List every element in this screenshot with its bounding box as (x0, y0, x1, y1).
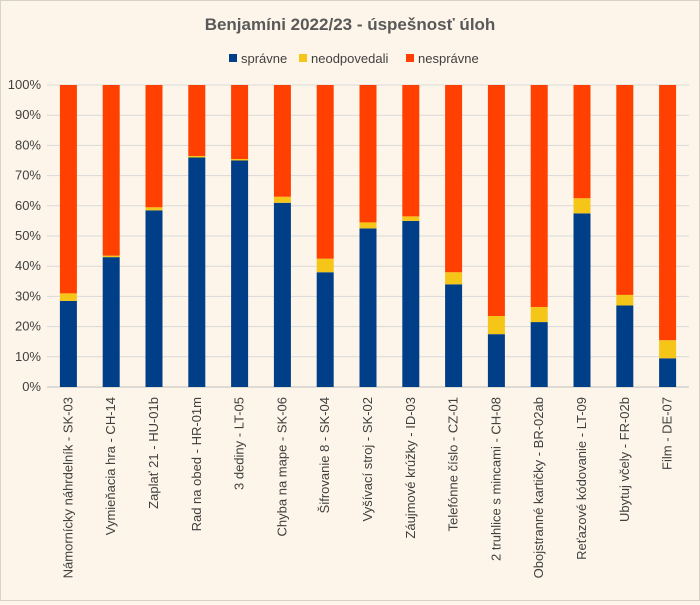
bar-1-3 (188, 155, 206, 158)
y-tick-label: 10% (15, 349, 41, 364)
bar-1-4 (231, 158, 249, 161)
y-tick-label: 20% (15, 319, 41, 334)
bar-0-7 (359, 228, 377, 387)
bar-1-11 (530, 306, 548, 323)
legend: správne neodpovedali nesprávne (229, 51, 479, 66)
y-tick-label: 50% (15, 228, 41, 243)
bar-1-9 (445, 272, 463, 285)
bar-1-12 (573, 198, 591, 214)
y-tick-label: 40% (15, 258, 41, 273)
y-axis-ticks: 0% 10% 20% 30% 40% 50% 60% 70% 80% 90% 100% (8, 77, 42, 394)
x-category-label: Námornícky náhrdelník - SK-03 (60, 397, 75, 578)
y-tick-label: 0% (22, 379, 41, 394)
x-category-label: Zaplať 21 - HU-01b (146, 397, 161, 509)
x-category-label: Film - DE-07 (660, 397, 675, 470)
y-tick-label: 70% (15, 168, 41, 183)
bar-2-5 (273, 85, 291, 197)
bar-1-2 (145, 207, 163, 211)
bar-2-6 (316, 85, 334, 259)
bar-1-1 (102, 255, 120, 258)
x-category-label: Rad na obed - HR-01m (189, 397, 204, 531)
bar-1-14 (659, 340, 677, 359)
bar-1-10 (487, 316, 505, 335)
x-axis-categories: Námornícky náhrdelník - SK-03 Vymieňacia … (60, 397, 674, 578)
y-tick-label: 100% (8, 77, 42, 92)
bar-2-1 (102, 85, 120, 256)
y-tick-label: 60% (15, 198, 41, 213)
legend-swatch-2 (406, 54, 414, 62)
bar-2-4 (231, 85, 249, 159)
bar-0-13 (616, 305, 634, 387)
x-category-label: 2 truhlice s mincami - CH-08 (488, 397, 503, 561)
bar-2-9 (445, 85, 463, 273)
x-category-label: 3 dediny - LT-05 (232, 397, 247, 490)
x-category-label: Vyšívací stroj - SK-02 (360, 397, 375, 522)
bar-0-3 (188, 157, 206, 387)
y-tick-label: 90% (15, 107, 41, 122)
x-category-label: Telefónne číslo - CZ-01 (446, 397, 461, 531)
x-category-label: Záujmové krúžky - ID-03 (403, 397, 418, 539)
bar-2-0 (59, 85, 77, 294)
bar-0-8 (402, 220, 420, 387)
bar-2-13 (616, 85, 634, 295)
bar-1-5 (273, 196, 291, 203)
bar-2-11 (530, 85, 548, 307)
bar-1-0 (59, 293, 77, 301)
y-tick-label: 30% (15, 288, 41, 303)
bar-0-5 (273, 202, 291, 387)
bar-0-1 (102, 257, 120, 387)
x-category-label: Obojstranné kartičky - BR-02ab (531, 397, 546, 578)
legend-label-2: nesprávne (418, 51, 479, 66)
bar-1-8 (402, 216, 420, 221)
bar-2-12 (573, 85, 591, 199)
bar-1-7 (359, 222, 377, 229)
x-category-label: Vymieňacia hra - CH-14 (103, 397, 118, 535)
bars (59, 85, 677, 387)
bar-0-4 (231, 160, 249, 387)
legend-swatch-0 (229, 54, 237, 62)
bar-0-12 (573, 213, 591, 387)
x-category-label: Šifrovanie 8 - SK-04 (317, 397, 332, 513)
bar-0-2 (145, 210, 163, 387)
bar-0-9 (445, 284, 463, 387)
bar-0-10 (487, 334, 505, 387)
bar-2-14 (659, 85, 677, 341)
legend-label-1: neodpovedali (311, 51, 388, 66)
bar-0-6 (316, 272, 334, 387)
x-category-label: Ubytuj včely - FR-02b (617, 397, 632, 522)
chart-title: Benjamíni 2022/23 - úspešnosť úloh (205, 15, 496, 34)
legend-label-0: správne (241, 51, 287, 66)
bar-1-6 (316, 258, 334, 273)
bar-2-10 (487, 85, 505, 317)
bar-2-3 (188, 85, 206, 156)
bar-0-11 (530, 322, 548, 387)
bar-0-0 (59, 300, 77, 387)
bar-2-8 (402, 85, 420, 217)
x-category-label: Reťazové kódovanie - LT-09 (574, 397, 589, 560)
bar-2-2 (145, 85, 163, 208)
bar-0-14 (659, 358, 677, 387)
legend-swatch-1 (299, 54, 307, 62)
x-category-label: Chyba na mape - SK-06 (274, 397, 289, 536)
y-tick-label: 80% (15, 137, 41, 152)
bar-1-13 (616, 294, 634, 306)
bar-2-7 (359, 85, 377, 223)
